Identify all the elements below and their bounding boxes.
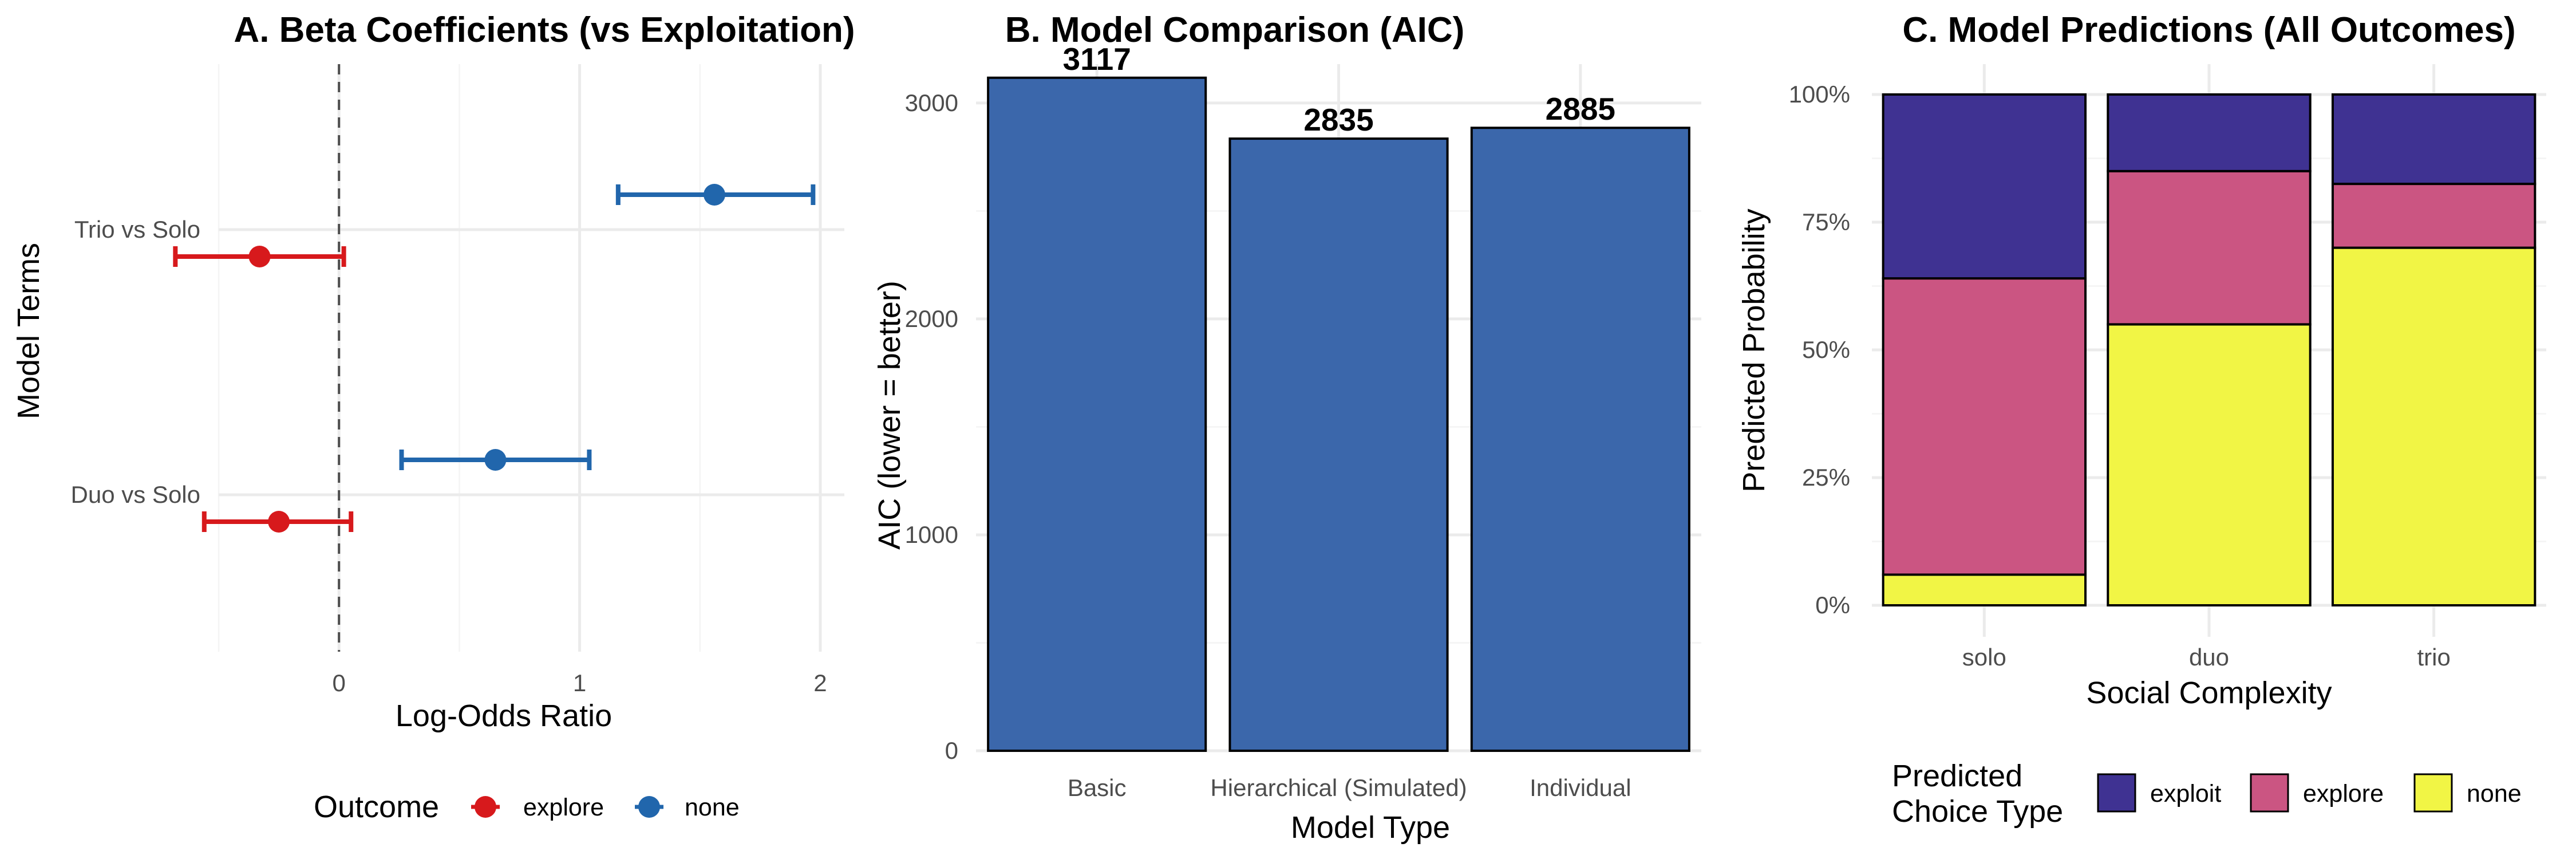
panel-a-y-axis-title: Model Terms (11, 243, 46, 419)
panel-a-tick-labels: 0 1 2 Duo vs Solo Trio vs Solo (71, 216, 827, 696)
x-tick-label-duo: duo (2189, 644, 2229, 671)
legend-label-none: none (685, 794, 740, 821)
point-explore-trio-vs-solo (248, 246, 271, 267)
segment-explore-duo (2107, 170, 2312, 326)
x-tick-label-basic: Basic (1068, 774, 1127, 801)
legend-swatch-exploit (2097, 773, 2136, 813)
y-tick-label: 25% (1802, 464, 1850, 491)
point-none-duo-vs-solo (484, 449, 507, 471)
x-tick-label-individual: Individual (1530, 774, 1631, 801)
panel-b-y-axis-title: AIC (lower = better) (872, 281, 907, 550)
segment-none-trio (2331, 246, 2537, 607)
panel-c-tick-labels: 0% 25% 50% 75% 100% solo duo trio (1789, 81, 2451, 671)
data-label-basic: 3117 (1063, 41, 1131, 77)
data-label-hierarchical-simulated: 2835 (1303, 102, 1373, 137)
segment-explore-solo (1882, 277, 2087, 576)
x-tick-label-solo: solo (1962, 644, 2006, 671)
panel-a-x-axis-title: Log-Odds Ratio (396, 699, 612, 733)
panel-a-title: A. Beta Coefficients (vs Exploitation) (234, 10, 855, 50)
legend-key-exploit: exploit (2097, 773, 2221, 813)
panel-b-x-axis-title: Model Type (1291, 810, 1450, 845)
bar-hierarchical-simulated (1228, 137, 1449, 752)
y-tick-label: 3000 (905, 89, 958, 116)
y-tick-label: 0% (1815, 592, 1850, 618)
legend-swatch-none (2413, 773, 2453, 813)
x-tick-label-hierarchical-simulated: Hierarchical (Simulated) (1210, 774, 1467, 801)
panel-b-title: B. Model Comparison (AIC) (1005, 10, 1465, 50)
panel-c-legend-title-line-2: Choice Type (1892, 794, 2063, 829)
legend-key-none-point (638, 796, 660, 818)
point-none-trio-vs-solo (703, 184, 725, 206)
legend-key-explore-point (475, 796, 496, 818)
panel-b-bars: 3117 2835 2885 (987, 41, 1690, 752)
legend-key-explore-c: explore (2250, 773, 2384, 813)
data-label-individual: 2885 (1546, 91, 1615, 127)
y-tick-label: 50% (1802, 336, 1850, 363)
panel-a-legend: Outcome explore none (314, 790, 740, 824)
legend-label-exploit: exploit (2150, 780, 2221, 807)
segment-none-solo (1882, 573, 2087, 606)
x-tick-label: 1 (573, 669, 586, 696)
y-tick-label-trio-vs-solo: Trio vs Solo (74, 216, 200, 243)
panel-a-legend-title: Outcome (314, 790, 439, 824)
x-tick-label-trio: trio (2417, 644, 2450, 671)
y-tick-label-duo-vs-solo: Duo vs Solo (71, 481, 200, 508)
legend-swatch-explore (2250, 773, 2289, 813)
legend-key-none: none (635, 794, 740, 821)
point-explore-duo-vs-solo (268, 511, 290, 533)
segment-explore-trio (2331, 183, 2537, 249)
panel-c-predictions: 0% 25% 50% 75% 100% solo duo trio C. Model Pred… (1737, 10, 2546, 829)
panel-a-marks (173, 64, 816, 652)
y-tick-label: 1000 (905, 521, 958, 548)
legend-label-none-c: none (2467, 780, 2522, 807)
panel-c-legend: Predicted Choice Type exploit explore no… (1892, 759, 2522, 829)
segment-exploit-trio (2331, 93, 2537, 186)
panel-a-coefficients: 0 1 2 Duo vs Solo Trio vs Solo A. Beta Coeff… (11, 10, 855, 824)
legend-label-explore-c: explore (2303, 780, 2384, 807)
legend-key-explore: explore (471, 794, 604, 821)
panel-b-model-comparison: 3117 2835 2885 0 1000 2000 3000 Basic Hierarchi… (872, 10, 1701, 845)
x-tick-label: 0 (333, 669, 346, 696)
panel-c-stacked-bars (1882, 93, 2537, 607)
bar-individual (1470, 127, 1690, 752)
segment-exploit-duo (2107, 93, 2312, 172)
panel-c-legend-title-line-1: Predicted (1892, 759, 2022, 793)
panel-c-x-axis-title: Social Complexity (2086, 676, 2332, 710)
legend-key-none-c: none (2413, 773, 2522, 813)
y-tick-label: 2000 (905, 305, 958, 332)
x-tick-label: 2 (813, 669, 827, 696)
y-tick-label: 75% (1802, 208, 1850, 235)
panel-c-y-axis-title: Predicted Probability (1737, 208, 1771, 492)
legend-label-explore: explore (523, 794, 604, 821)
segment-exploit-solo (1882, 93, 2087, 280)
y-tick-label: 0 (945, 737, 958, 764)
y-tick-label: 100% (1789, 81, 1850, 108)
segment-none-duo (2107, 323, 2312, 607)
panel-b-tick-labels: 0 1000 2000 3000 Basic Hierarchical (Simulate… (905, 89, 1631, 801)
bar-basic (987, 76, 1207, 752)
panel-c-title: C. Model Predictions (All Outcomes) (1902, 10, 2515, 50)
